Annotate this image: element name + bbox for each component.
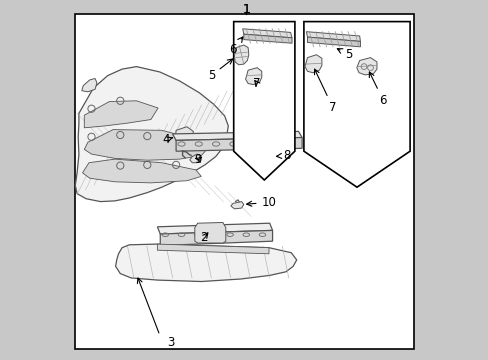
Text: 7: 7 bbox=[314, 69, 336, 114]
Polygon shape bbox=[157, 244, 268, 254]
Text: 9: 9 bbox=[194, 153, 202, 166]
Polygon shape bbox=[234, 45, 248, 65]
Text: 5: 5 bbox=[207, 59, 232, 82]
Polygon shape bbox=[242, 29, 291, 38]
Polygon shape bbox=[75, 67, 228, 202]
Text: 3: 3 bbox=[167, 336, 174, 348]
Polygon shape bbox=[245, 68, 261, 85]
Polygon shape bbox=[160, 230, 272, 246]
Polygon shape bbox=[305, 55, 321, 73]
Polygon shape bbox=[194, 222, 225, 243]
Polygon shape bbox=[84, 130, 208, 160]
Text: 7: 7 bbox=[253, 77, 260, 90]
Text: 1: 1 bbox=[242, 3, 250, 15]
Text: 4: 4 bbox=[162, 133, 172, 146]
Polygon shape bbox=[82, 159, 201, 183]
Polygon shape bbox=[233, 22, 294, 180]
Polygon shape bbox=[115, 244, 296, 282]
Text: 1: 1 bbox=[242, 3, 250, 15]
Polygon shape bbox=[307, 37, 360, 47]
Text: 6: 6 bbox=[229, 37, 242, 56]
Text: 6: 6 bbox=[368, 72, 386, 107]
Polygon shape bbox=[259, 150, 277, 163]
Text: 5: 5 bbox=[337, 48, 352, 61]
Text: 2: 2 bbox=[200, 231, 207, 244]
Polygon shape bbox=[84, 101, 158, 128]
Polygon shape bbox=[356, 58, 376, 75]
Polygon shape bbox=[230, 202, 244, 209]
Polygon shape bbox=[189, 154, 200, 163]
Polygon shape bbox=[175, 127, 193, 141]
Polygon shape bbox=[244, 34, 291, 43]
Text: 8: 8 bbox=[276, 149, 290, 162]
Polygon shape bbox=[176, 138, 302, 151]
Text: 10: 10 bbox=[246, 196, 276, 209]
Polygon shape bbox=[172, 131, 302, 140]
Polygon shape bbox=[81, 78, 97, 92]
Polygon shape bbox=[303, 22, 409, 187]
Polygon shape bbox=[306, 32, 360, 41]
Polygon shape bbox=[157, 223, 272, 234]
